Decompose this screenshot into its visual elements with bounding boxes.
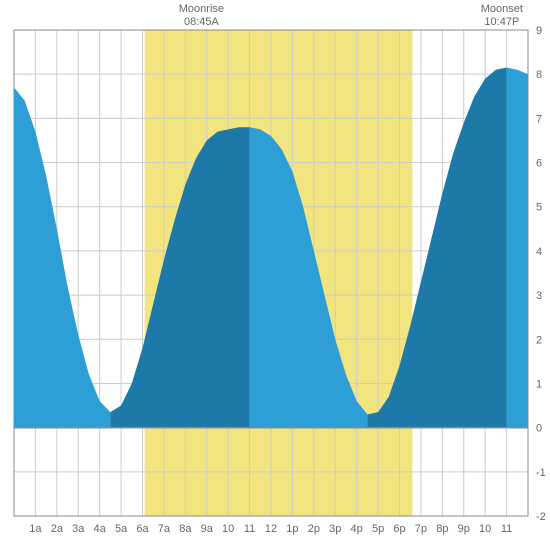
tide-area (507, 68, 528, 428)
x-tick-label: 1a (29, 523, 42, 535)
x-tick-label: 6p (393, 523, 405, 535)
x-tick-label: 8a (179, 523, 192, 535)
x-tick-label: 3p (329, 523, 341, 535)
y-tick-label: 2 (536, 334, 542, 346)
moonset-time: 10:47P (484, 16, 519, 28)
y-tick-label: 3 (536, 290, 542, 302)
x-tick-label: 4p (351, 523, 363, 535)
y-tick-label: -2 (536, 511, 546, 523)
x-tick-label: 7a (158, 523, 171, 535)
x-tick-label: 6a (136, 523, 149, 535)
x-tick-label: 10 (222, 523, 234, 535)
y-tick-label: 8 (536, 69, 542, 81)
x-tick-label: 8p (436, 523, 448, 535)
x-tick-label: 11 (501, 523, 512, 535)
chart-svg: 1a2a3a4a5a6a7a8a9a1011121p2p3p4p5p6p7p8p… (0, 0, 550, 550)
x-tick-label: 5a (115, 523, 128, 535)
moonrise-time: 08:45A (184, 16, 220, 28)
y-tick-label: 6 (536, 158, 542, 170)
x-tick-label: 12 (265, 523, 277, 535)
moonrise-label: Moonrise (179, 3, 224, 15)
y-tick-label: 5 (536, 202, 542, 214)
y-tick-label: -1 (536, 467, 546, 479)
x-tick-label: 2a (51, 523, 64, 535)
y-tick-label: 9 (536, 25, 542, 37)
x-tick-label: 9p (458, 523, 470, 535)
y-tick-label: 4 (536, 246, 542, 258)
x-tick-label: 4a (94, 523, 107, 535)
x-tick-label: 1p (286, 523, 298, 535)
y-tick-label: 1 (536, 378, 542, 390)
x-tick-label: 5p (372, 523, 384, 535)
x-tick-label: 9a (201, 523, 214, 535)
x-tick-label: 7p (415, 523, 427, 535)
tide-chart: 1a2a3a4a5a6a7a8a9a1011121p2p3p4p5p6p7p8p… (0, 0, 550, 550)
moonset-label: Moonset (481, 3, 523, 15)
tide-area (14, 87, 110, 427)
x-tick-label: 11 (244, 523, 255, 535)
y-tick-label: 7 (536, 113, 542, 125)
x-tick-label: 10 (479, 523, 491, 535)
x-tick-label: 2p (308, 523, 320, 535)
y-tick-label: 0 (536, 423, 542, 435)
x-tick-label: 3a (72, 523, 85, 535)
